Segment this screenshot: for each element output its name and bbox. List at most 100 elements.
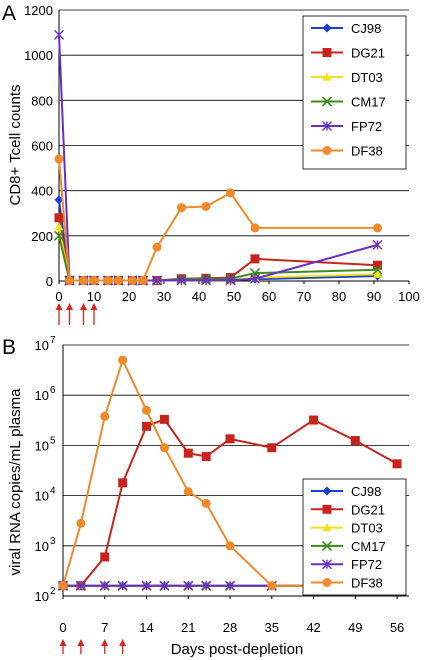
panel-b-legend: CJ98 DG21 DT03 CM17 FP72 DF38 [302, 478, 407, 596]
data-point [372, 239, 383, 250]
panel-a-tick-labels: 0 200 400 600 800 1000 1200 0 10 20 30 40 50 60 70 80 90… [24, 3, 420, 304]
data-point [100, 552, 110, 562]
y-tick-label: 0 [46, 274, 53, 289]
data-point [138, 276, 148, 286]
data-point [79, 276, 88, 286]
treatment-arrow [66, 303, 73, 325]
data-point [114, 276, 123, 286]
legend-marker [322, 504, 332, 514]
data-point [159, 443, 169, 453]
legend-marker [322, 523, 332, 532]
y-tick-exponent: 5 [50, 435, 56, 446]
legend-label: CJ98 [351, 484, 381, 499]
x-tick-label: 21 [181, 620, 195, 635]
data-point [152, 242, 162, 252]
x-tick-label: 7 [101, 620, 108, 635]
legend-marker [322, 578, 332, 587]
data-point [117, 580, 128, 591]
data-point [142, 405, 152, 415]
data-point [250, 273, 260, 284]
data-point [54, 195, 64, 205]
y-tick-label: 1000 [24, 48, 53, 63]
x-tick-label: 14 [139, 620, 153, 635]
x-tick-label: 0 [59, 620, 66, 635]
panel-b-label: B [2, 336, 16, 359]
data-point [201, 452, 211, 462]
treatment-arrow [80, 303, 87, 325]
x-tick-label: 30 [157, 289, 171, 304]
data-point [350, 436, 360, 446]
data-point [99, 580, 110, 591]
data-point [373, 260, 382, 270]
data-point [183, 487, 193, 497]
data-point [225, 434, 235, 444]
series-df38 [54, 154, 382, 286]
legend-box [302, 15, 407, 170]
legend-box [302, 478, 407, 596]
legend-marker [322, 48, 332, 57]
panel-a-legend: CJ98 DG21 DT03 CM17 FP72 DF38 [302, 15, 407, 170]
x-tick-label: 42 [306, 620, 320, 635]
panel-a-label: A [2, 2, 16, 25]
series-line [58, 226, 378, 282]
legend-marker [322, 486, 332, 496]
data-point [201, 201, 211, 211]
data-point [100, 411, 110, 421]
data-point [128, 276, 137, 286]
data-point [54, 154, 64, 164]
data-point [159, 414, 169, 424]
data-point [225, 580, 236, 591]
x-tick-label: 100 [398, 289, 420, 304]
legend-item: CM17 [311, 95, 386, 110]
x-tick-label: 49 [348, 620, 362, 635]
data-point [392, 459, 402, 469]
legend-marker [322, 146, 332, 155]
y-tick-exponent: 6 [50, 385, 56, 396]
data-point [53, 230, 65, 241]
data-point [225, 275, 236, 286]
series-line [58, 199, 378, 282]
y-tick-label: 10 [35, 589, 49, 604]
treatment-arrow [119, 639, 127, 654]
y-tick-label: 200 [31, 229, 53, 244]
data-point [76, 518, 86, 528]
legend-item: DF38 [311, 144, 383, 159]
data-point [118, 478, 128, 488]
y-tick-label: 10 [35, 388, 49, 403]
x-tick-label: 50 [227, 289, 241, 304]
y-tick-label: 10 [35, 438, 49, 453]
y-tick-label: 10 [35, 338, 49, 353]
treatment-arrow [77, 639, 85, 654]
panel-b-x-axis-label: Days post-depletion [171, 641, 304, 658]
data-point [373, 269, 382, 278]
panel-b-y-axis-label: viral RNA copies/mL plasma [7, 388, 24, 576]
y-tick-label: 1200 [24, 3, 53, 18]
y-tick-label: 800 [31, 93, 53, 108]
panel-b-axes [62, 345, 409, 599]
data-point [54, 222, 64, 231]
legend-marker [322, 121, 332, 131]
data-point [267, 581, 277, 591]
panel-a: A CD8+ Tcell counts 02004006008001000120… [2, 2, 420, 325]
x-tick-label: 35 [265, 620, 279, 635]
data-point [373, 223, 382, 233]
data-point [89, 276, 99, 286]
legend-label: DF38 [351, 144, 383, 159]
legend-item: DT03 [311, 521, 383, 536]
data-point [201, 498, 211, 508]
data-point [103, 276, 113, 286]
legend-item: DG21 [311, 46, 385, 61]
y-tick-label: 600 [31, 139, 53, 154]
data-point [54, 29, 64, 40]
data-point [152, 275, 162, 286]
legend-marker [322, 559, 332, 570]
legend-label: CM17 [351, 95, 386, 110]
x-tick-label: 20 [122, 289, 136, 304]
data-point [118, 355, 128, 365]
series-dg21 [54, 213, 382, 286]
panel-a-series [53, 29, 383, 286]
y-tick-label: 10 [35, 489, 49, 504]
data-point [226, 188, 235, 198]
data-point [176, 275, 187, 286]
legend-item: DF38 [311, 576, 383, 591]
